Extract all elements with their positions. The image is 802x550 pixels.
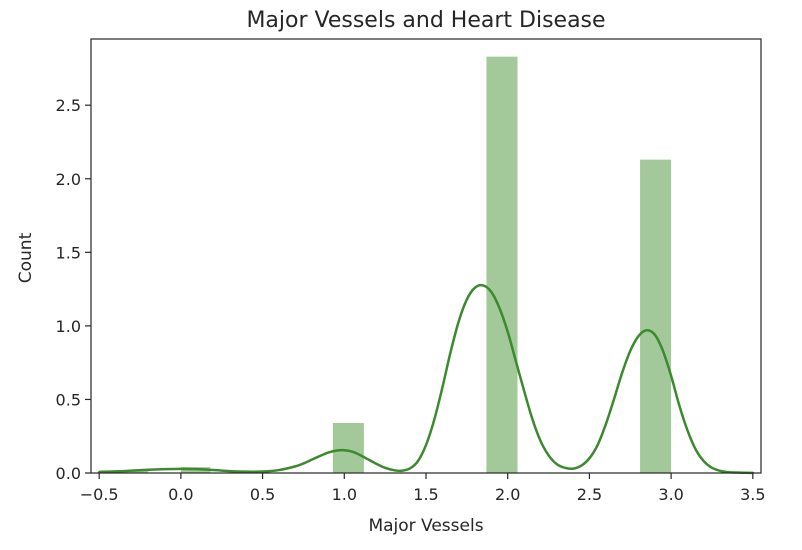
kde-curve: [97, 283, 755, 475]
y-axis-label: Count: [16, 232, 36, 283]
histogram-bar: [486, 56, 518, 474]
y-tick-label: 2.5: [56, 96, 81, 115]
y-tick-label: 0.5: [56, 390, 81, 409]
chart-title: Major Vessels and Heart Disease: [246, 8, 605, 33]
x-tick-label: 0.5: [250, 485, 275, 504]
y-tick-label: 1.5: [56, 243, 81, 262]
x-axis: −0.5 0.0 0.5 1.0 1.5 2.0 2.5 3.0 3.5: [80, 473, 766, 504]
x-tick-label: 0.0: [168, 485, 193, 504]
x-tick-label: −0.5: [80, 485, 119, 504]
x-tick-label: 1.0: [332, 485, 357, 504]
bars: [99, 56, 672, 474]
y-tick-label: 0.0: [56, 464, 81, 483]
histogram-bar: [640, 159, 672, 473]
y-tick-label: 1.0: [56, 317, 81, 336]
y-axis: 0.0 0.5 1.0 1.5 2.0 2.5: [56, 96, 91, 483]
x-tick-label: 1.5: [413, 485, 438, 504]
x-tick-label: 3.5: [740, 485, 765, 504]
x-tick-label: 3.0: [658, 485, 683, 504]
x-axis-label: Major Vessels: [368, 516, 483, 536]
y-tick-label: 2.0: [56, 170, 81, 189]
x-tick-label: 2.0: [495, 485, 520, 504]
x-tick-label: 2.5: [577, 485, 602, 504]
histogram-bar: [332, 422, 364, 473]
